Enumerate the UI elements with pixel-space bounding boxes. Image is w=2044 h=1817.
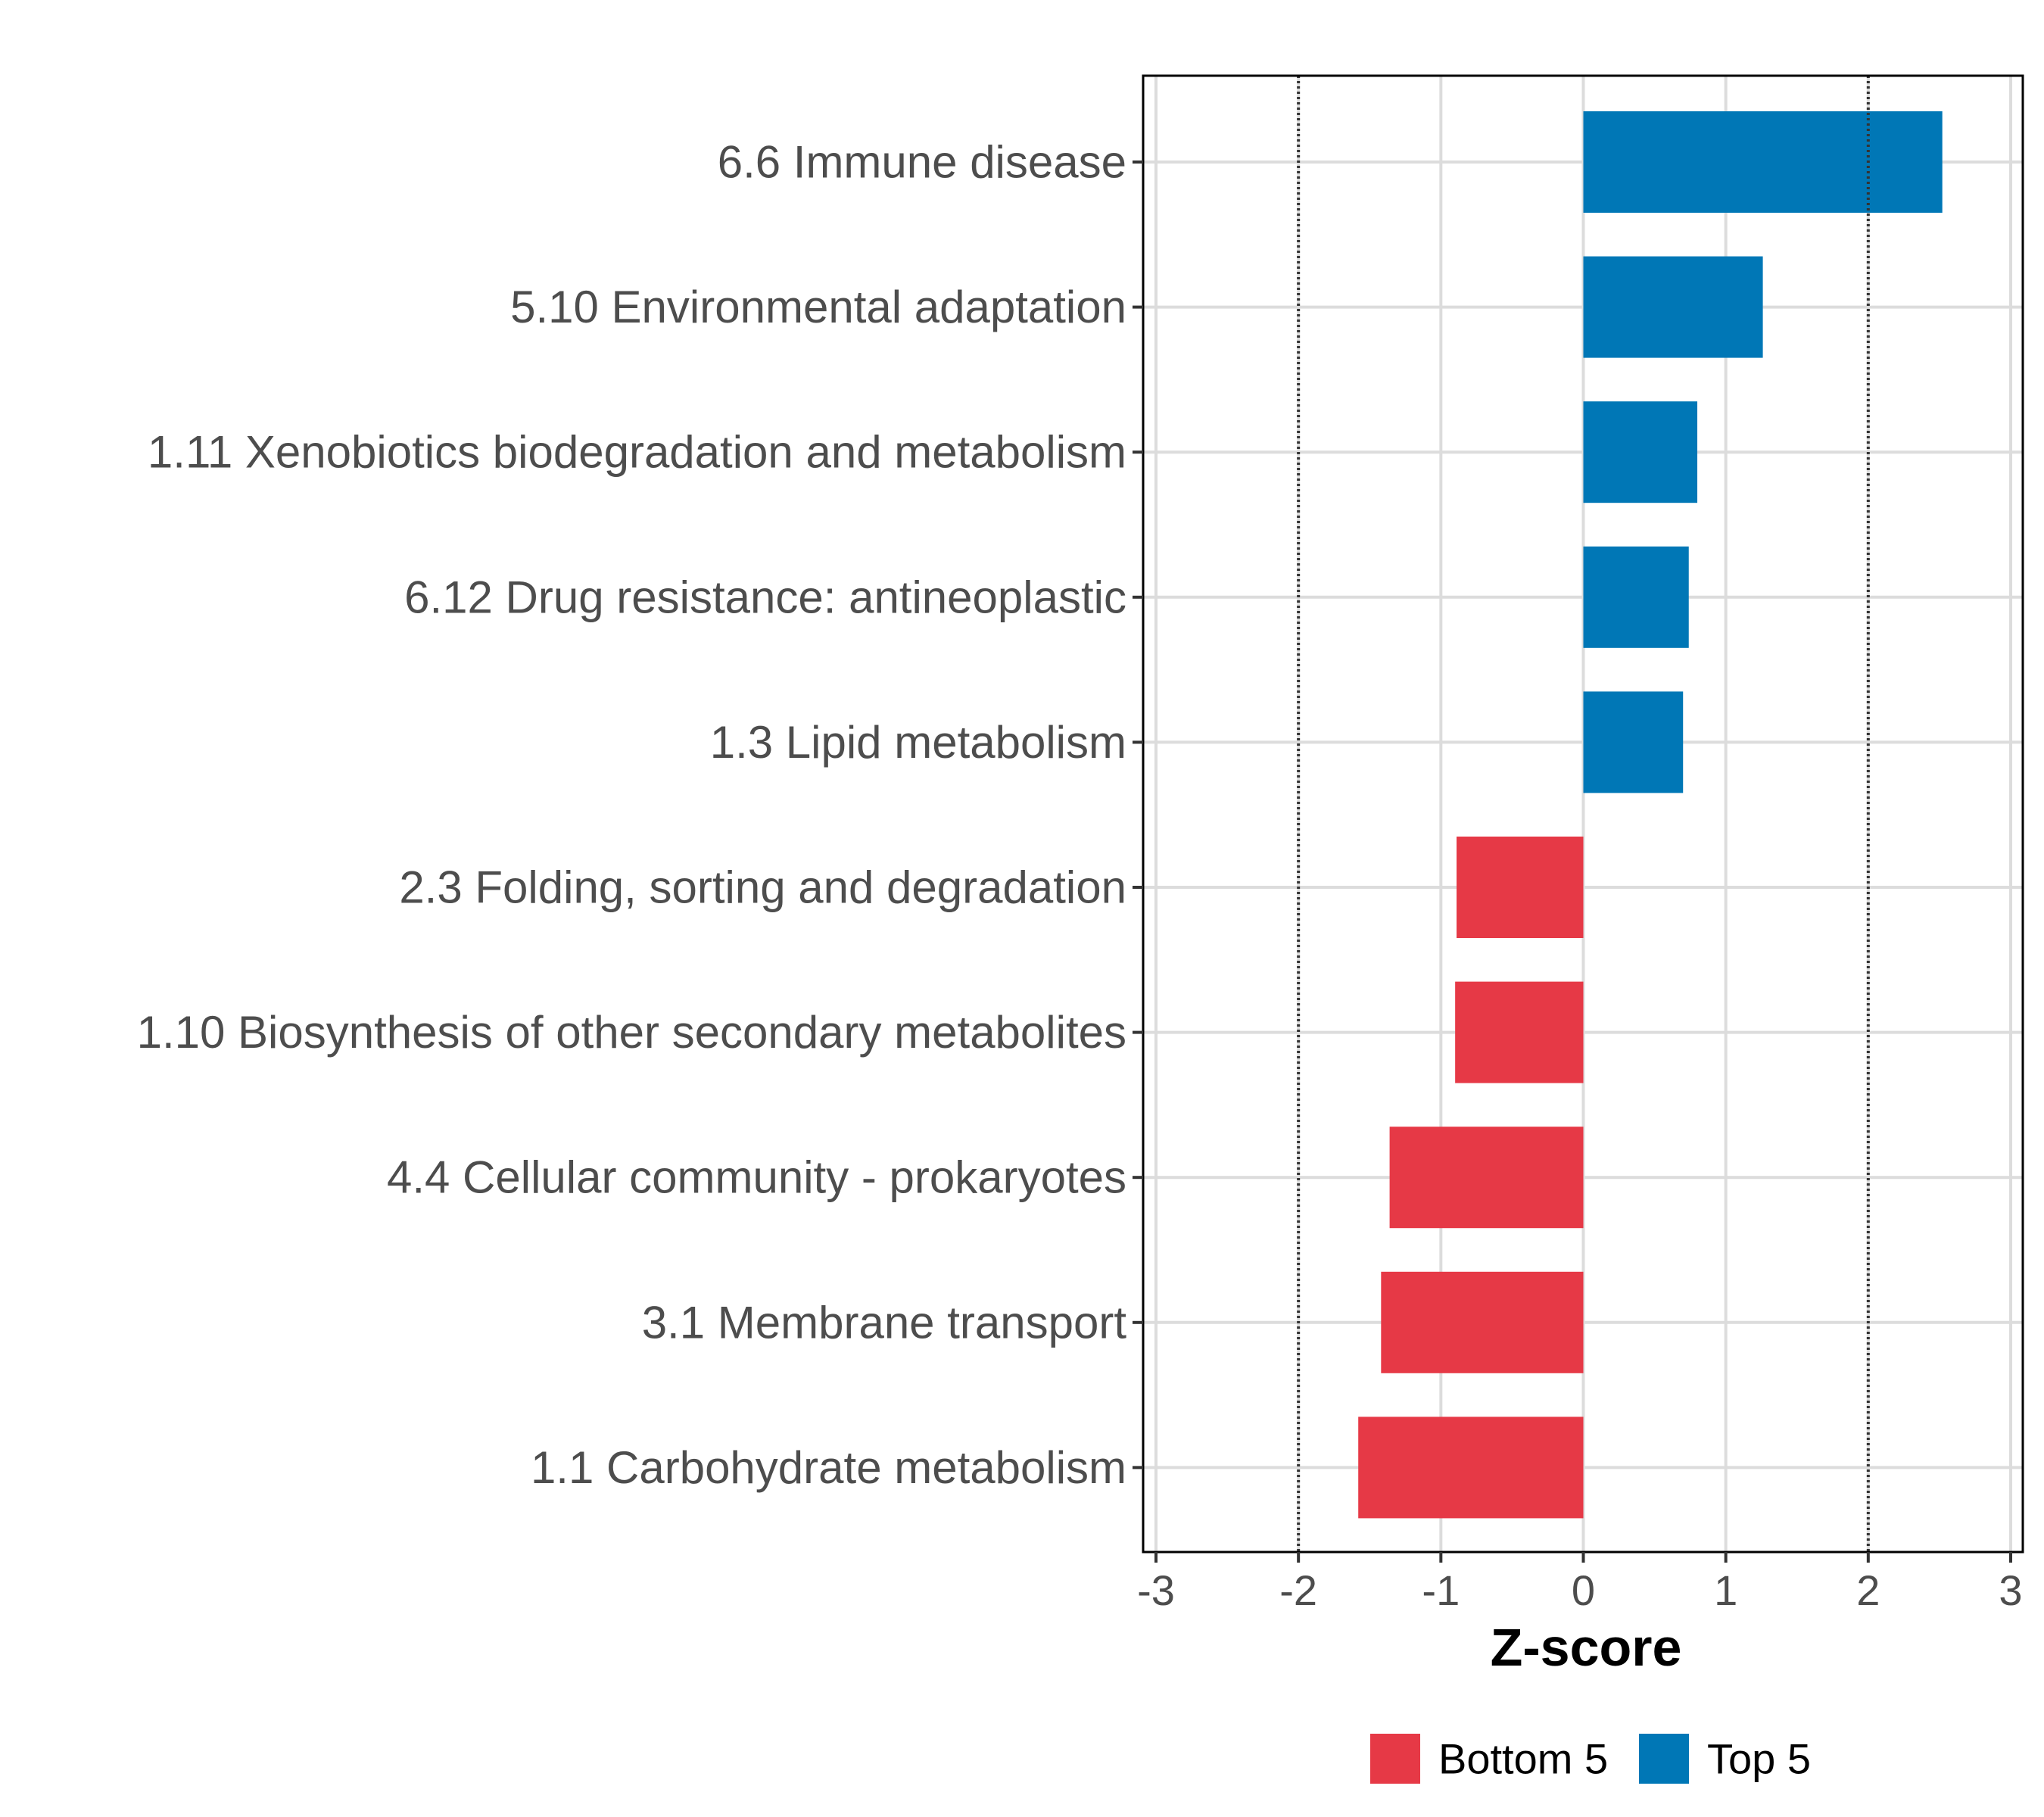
y-tick-label: 6.12 Drug resistance: antineoplastic [404, 572, 1126, 622]
bar [1457, 837, 1584, 938]
bar [1583, 546, 1689, 648]
bar [1583, 256, 1763, 358]
y-tick-label: 5.10 Environmental adaptation [510, 282, 1126, 332]
bar [1381, 1271, 1584, 1373]
y-tick-label: 1.10 Biosynthesis of other secondary met… [137, 1007, 1126, 1058]
legend-label: Top 5 [1707, 1735, 1811, 1783]
y-tick-label: 2.3 Folding, sorting and degradation [399, 862, 1126, 913]
x-axis: -3 -2 -1 0 1 2 3 [1137, 1552, 2023, 1614]
x-tick-label: -2 [1279, 1566, 1317, 1614]
legend: Bottom 5 Top 5 [1370, 1734, 1811, 1784]
y-tick-label: 3.1 Membrane transport [642, 1297, 1127, 1348]
y-tick-label: 6.6 Immune disease [718, 137, 1126, 188]
bar [1583, 401, 1698, 503]
y-tick-label: 1.3 Lipid metabolism [710, 717, 1126, 768]
y-tick-label: 1.11 Xenobiotics biodegradation and meta… [148, 427, 1126, 478]
bar [1455, 981, 1584, 1083]
bar [1358, 1417, 1584, 1519]
x-axis-title: Z-score [1491, 1618, 1682, 1677]
y-tick-label: 4.4 Cellular community - prokaryotes [387, 1152, 1126, 1203]
reference-lines [1297, 76, 1870, 1552]
legend-swatch [1370, 1734, 1420, 1784]
x-tick-label: 3 [1999, 1566, 2022, 1614]
legend-label: Bottom 5 [1438, 1735, 1608, 1783]
x-tick-label: -1 [1422, 1566, 1460, 1614]
x-tick-label: 1 [1714, 1566, 1737, 1614]
bar [1389, 1127, 1584, 1229]
legend-swatch [1639, 1734, 1689, 1784]
bars [1358, 111, 1943, 1519]
y-axis: 6.6 Immune disease 5.10 Environmental ada… [137, 137, 1143, 1493]
x-tick-label: -3 [1137, 1566, 1175, 1614]
bar [1583, 691, 1684, 793]
x-tick-label: 2 [1856, 1566, 1880, 1614]
y-tick-label: 1.1 Carbohydrate metabolism [531, 1442, 1126, 1493]
x-tick-label: 0 [1572, 1566, 1595, 1614]
bar [1583, 111, 1943, 213]
